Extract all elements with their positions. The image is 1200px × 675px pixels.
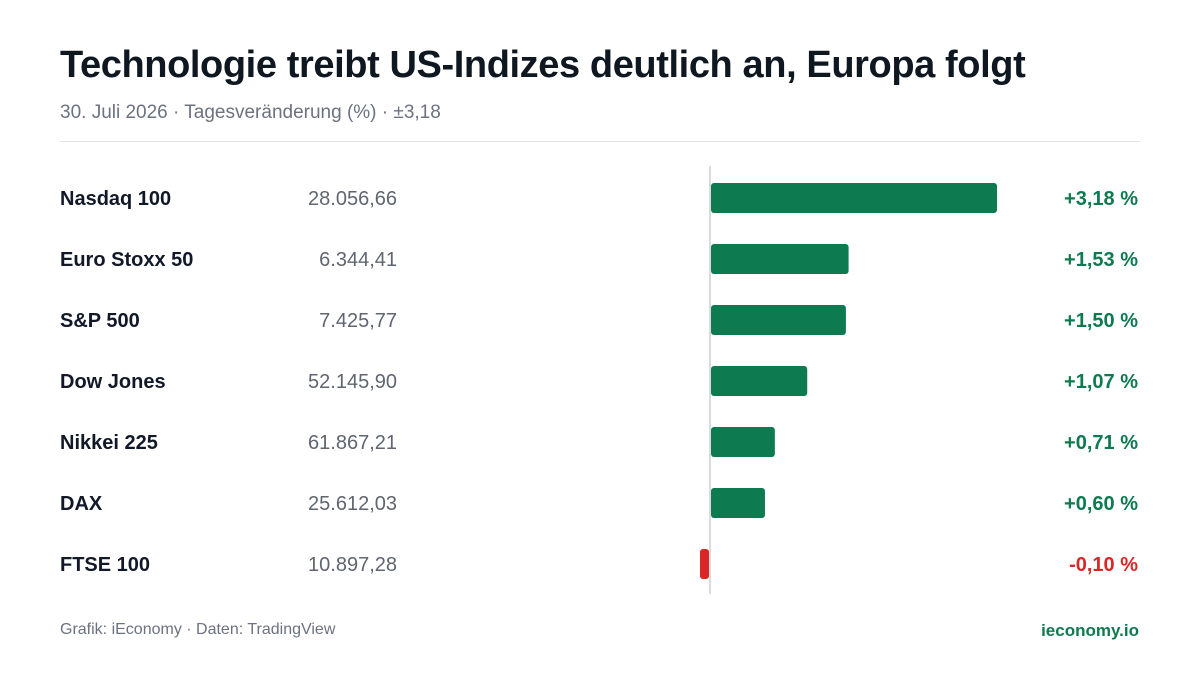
- bar-euro-stoxx-50: [711, 244, 849, 274]
- index-level: 6.344,41: [319, 249, 397, 271]
- bar-s-p-500: [711, 305, 846, 335]
- index-level: 61.867,21: [308, 432, 397, 454]
- index-level: 7.425,77: [319, 310, 397, 332]
- header-divider: [60, 141, 1140, 142]
- change-label: +3,18 %: [1064, 188, 1138, 210]
- change-label: +0,71 %: [1064, 432, 1138, 454]
- bar-ftse-100: [700, 549, 709, 579]
- bar-nikkei-225: [711, 427, 775, 457]
- bar-dax: [711, 488, 765, 518]
- index-name: S&P 500: [60, 310, 140, 332]
- index-name: DAX: [60, 493, 103, 515]
- change-label: +1,50 %: [1064, 310, 1138, 332]
- change-label: +0,60 %: [1064, 493, 1138, 515]
- change-label: +1,53 %: [1064, 249, 1138, 271]
- chart-subtitle: 30. Juli 2026 · Tagesveränderung (%) · ±…: [60, 102, 441, 123]
- index-name: Nasdaq 100: [60, 188, 171, 210]
- chart-title: Technologie treibt US-Indizes deutlich a…: [60, 44, 1026, 86]
- index-name: Dow Jones: [60, 371, 166, 393]
- source-credit: Grafik: iEconomy · Daten: TradingView: [60, 621, 336, 638]
- index-level: 52.145,90: [308, 371, 397, 393]
- index-level: 25.612,03: [308, 493, 397, 515]
- bar-dow-jones: [711, 366, 808, 396]
- index-level: 10.897,28: [308, 554, 397, 576]
- bar-chart: Nasdaq 100 28.056,66 +3,18 % Euro Stoxx 50 6…: [60, 166, 1138, 594]
- index-level: 28.056,66: [308, 188, 397, 210]
- bar-nasdaq-100: [711, 183, 997, 213]
- index-name: Nikkei 225: [60, 432, 158, 454]
- index-name: Euro Stoxx 50: [60, 249, 193, 271]
- brand-link[interactable]: ieconomy.io: [1041, 621, 1139, 640]
- change-label: -0,10 %: [1069, 554, 1138, 576]
- change-label: +1,07 %: [1064, 371, 1138, 393]
- index-name: FTSE 100: [60, 554, 150, 576]
